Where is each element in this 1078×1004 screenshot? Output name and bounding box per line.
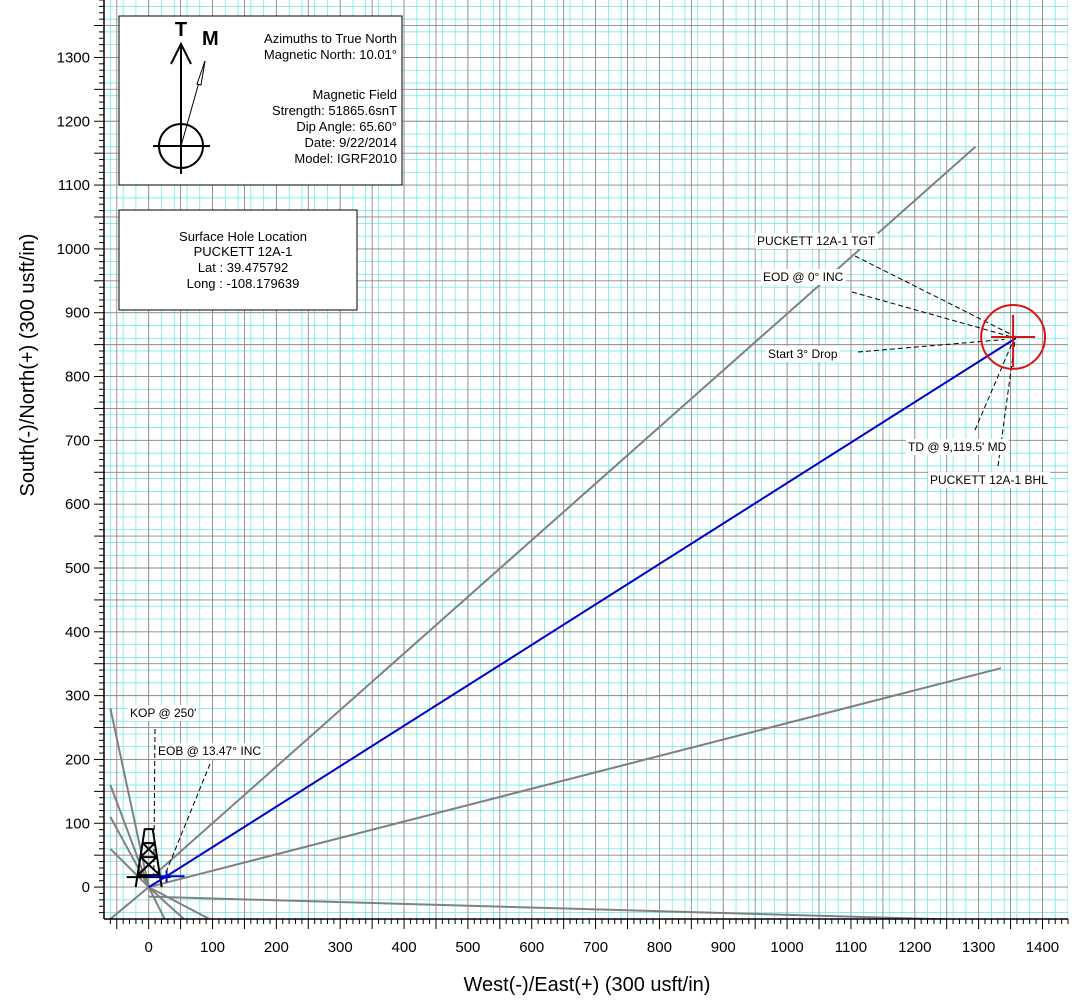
info-line: Date: 9/22/2014 [304, 135, 397, 150]
north-arrow-icon: T M [153, 19, 219, 174]
y-tick-label: 600 [65, 496, 90, 513]
info-line: Azimuths to True North [264, 31, 397, 46]
annotation-leader [164, 763, 211, 876]
y-tick-label: 300 [65, 688, 90, 705]
annotation-leader [851, 291, 1012, 338]
magnetic-north-letter: M [202, 28, 219, 50]
annotation-labels: PUCKETT 12A-1 TGT EOD @ 0° INC Start 3° Dr… [128, 233, 1051, 759]
well-path [148, 337, 1017, 888]
annotation-label: Start 3° Drop [768, 347, 838, 361]
annotation-label: TD @ 9,119.5' MD [908, 440, 1007, 454]
info-box: T M Azimuths to True North Magnetic Nort… [118, 15, 403, 186]
x-tick-label: 300 [328, 939, 353, 956]
annotation-label: KOP @ 250' [130, 706, 196, 720]
offset-line [148, 886, 210, 919]
annotation-label: PUCKETT 12A-1 BHL [930, 473, 1048, 487]
surface-location-box: Surface Hole Location PUCKETT 12A-1 Lat … [118, 209, 358, 311]
y-tick-label: 1100 [58, 177, 90, 194]
annotation-label: EOB @ 13.47° INC [158, 744, 261, 758]
y-tick-label: 500 [65, 560, 90, 577]
location-line: Long : -108.179639 [187, 276, 300, 291]
y-tick-label: 400 [65, 624, 90, 641]
annotation-label-bg [761, 269, 846, 285]
x-tick-label: 1200 [898, 939, 931, 956]
annotation-leader [997, 335, 1017, 467]
y-axis-title: South(-)/North(+) (300 usft/in) [17, 234, 39, 497]
axes: 0 100 200 300 400 500 600 700 800 900 1000 1100 1200… [57, 0, 1069, 956]
offset-line [147, 886, 166, 919]
annotation-label-bg [928, 472, 1051, 488]
annotation-label: EOD @ 0° INC [763, 270, 844, 284]
annotation-label-bg [906, 439, 1009, 455]
info-line: Strength: 51865.6snT [272, 103, 397, 118]
y-tick-label: 800 [65, 369, 90, 386]
annotation-leader [974, 339, 1015, 431]
target-circle [980, 304, 1047, 370]
offset-line [109, 848, 150, 888]
offset-line [109, 886, 150, 919]
x-tick-label: 700 [583, 939, 608, 956]
x-tick-label: 0 [145, 939, 153, 956]
major-grid [104, 0, 1068, 919]
y-tick-label: 1200 [57, 113, 90, 130]
info-line: Model: IGRF2010 [294, 151, 397, 166]
true-north-letter: T [175, 19, 187, 41]
target-circle-ring [980, 304, 1047, 370]
annotation-leader [153, 728, 156, 878]
y-tick-label: 200 [65, 751, 90, 768]
x-tick-label: 800 [647, 939, 672, 956]
offset-line [148, 886, 185, 919]
y-tick-label: 900 [65, 305, 90, 322]
x-tick-label: 100 [200, 939, 225, 956]
info-line: Magnetic Field [312, 87, 397, 102]
location-line: Surface Hole Location [179, 229, 307, 244]
x-tick-label: 1000 [770, 939, 803, 956]
annotation-leader [854, 255, 1014, 337]
location-line: PUCKETT 12A-1 [194, 244, 293, 259]
x-tick-label: 400 [392, 939, 417, 956]
y-tick-label: 0 [82, 879, 90, 896]
annotation-label-bg [156, 743, 264, 759]
x-tick-label: 500 [455, 939, 480, 956]
x-tick-label: 1300 [962, 939, 995, 956]
x-tick-label: 1400 [1026, 939, 1059, 956]
annotation-label-bg [128, 705, 199, 721]
offset-line [148, 667, 1002, 889]
annotation-label-bg [755, 233, 878, 249]
y-tick-label: 100 [65, 815, 90, 832]
y-tick-label: 1000 [57, 241, 90, 258]
offset-line [155, 146, 977, 874]
annotation-leaders [153, 255, 1017, 878]
x-tick-label: 200 [264, 939, 289, 956]
annotation-label: PUCKETT 12A-1 TGT [757, 234, 876, 248]
x-tick-label: 600 [519, 939, 544, 956]
location-line: Lat : 39.475792 [198, 260, 288, 275]
x-axis-title: West(-)/East(+) (300 usft/in) [464, 974, 711, 996]
y-tick-label: 1300 [57, 49, 90, 66]
info-line: Magnetic North: 10.01° [264, 47, 397, 62]
y-tick-label: 700 [65, 432, 90, 449]
x-tick-label: 1100 [835, 939, 867, 956]
annotation-leader [857, 339, 1005, 353]
x-tick-label: 900 [711, 939, 736, 956]
annotation-label-bg [766, 346, 840, 362]
offset-line [148, 895, 969, 919]
info-line: Dip Angle: 65.60° [296, 119, 397, 134]
